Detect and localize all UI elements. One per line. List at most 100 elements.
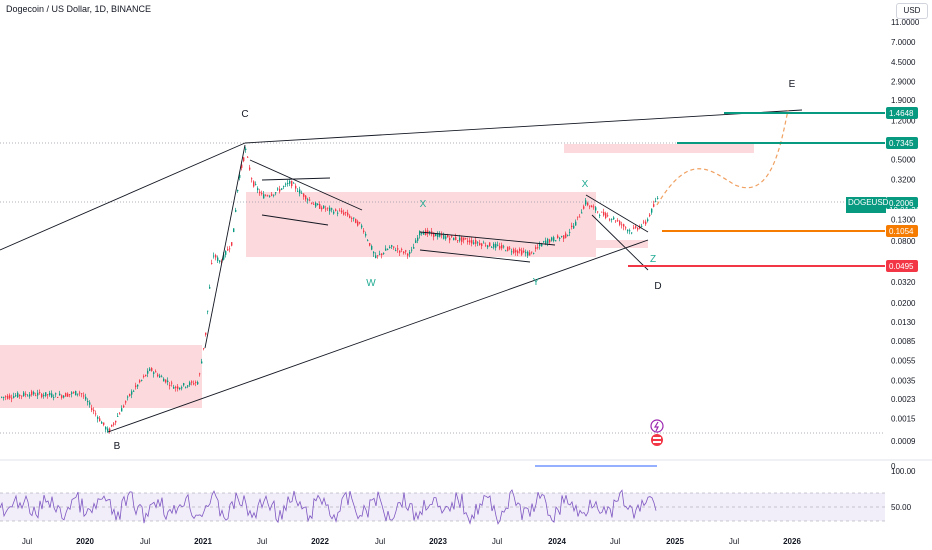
- candle-body: [397, 248, 399, 250]
- candle-body: [577, 216, 579, 218]
- candle-body: [367, 240, 369, 242]
- candle-body: [521, 250, 523, 255]
- time-tick-label: 2022: [311, 537, 329, 546]
- candle-body: [513, 249, 515, 253]
- time-tick-label: 2025: [666, 537, 684, 546]
- candle-body: [505, 250, 507, 252]
- candle-body: [89, 402, 91, 405]
- candle-body: [517, 251, 519, 254]
- candle-body: [373, 251, 375, 254]
- candle-body: [235, 210, 237, 212]
- candle-body: [641, 225, 643, 227]
- time-tick-label: 2021: [194, 537, 212, 546]
- candle-body: [217, 257, 219, 261]
- price-tick-label: 0.0200: [891, 299, 916, 308]
- candle-body: [345, 212, 347, 214]
- candle-body: [119, 413, 121, 415]
- candle-body: [515, 250, 517, 253]
- candle-body: [117, 416, 119, 417]
- candle-body: [145, 374, 147, 377]
- candle-body: [527, 251, 529, 256]
- candle-body: [621, 224, 623, 226]
- candle-body: [93, 409, 95, 412]
- candle-body: [523, 250, 525, 253]
- candle-body: [301, 192, 303, 194]
- candle-body: [655, 200, 657, 202]
- candle-body: [325, 208, 327, 210]
- candle-body: [359, 222, 361, 224]
- candle-body: [75, 390, 77, 396]
- candle-body: [627, 229, 629, 232]
- candle-body: [211, 262, 213, 264]
- flag-event-icon[interactable]: [651, 434, 663, 446]
- candle-body: [269, 195, 271, 197]
- price-axis[interactable]: 11.0000 7.0000 4.5000 2.9000 1.9000 1.2000 0.5…: [891, 18, 920, 446]
- price-tag: [886, 225, 918, 237]
- wave-label: C: [241, 109, 248, 120]
- price-tick-label: 0.0800: [891, 237, 916, 246]
- candle-body: [635, 226, 637, 228]
- price-level-lines: [628, 112, 885, 267]
- currency-selector[interactable]: USD: [896, 3, 928, 19]
- candle-body: [187, 385, 189, 387]
- candle-body: [207, 310, 209, 312]
- price-tick-label: 0.0055: [891, 356, 916, 365]
- candle-body: [333, 211, 335, 214]
- candle-body: [209, 287, 211, 289]
- candle-body: [41, 394, 43, 398]
- candle-body: [423, 232, 425, 235]
- candle-body: [465, 238, 467, 240]
- trend-line: [419, 249, 531, 263]
- wave-label: W: [366, 278, 376, 289]
- candle-body: [389, 247, 391, 248]
- candle-body: [319, 204, 321, 209]
- candle-body: [555, 240, 557, 242]
- candle-body: [433, 232, 435, 237]
- candle-body: [409, 251, 411, 254]
- candle-body: [381, 253, 383, 256]
- time-axis[interactable]: Jul 2020 Jul 2021 Jul 2022 Jul 2023 Jul 2024 Jul 20…: [22, 537, 802, 546]
- demand-zones: [0, 144, 754, 408]
- candle-body: [177, 386, 179, 389]
- lightning-event-icon[interactable]: [650, 419, 664, 433]
- candle-body: [385, 248, 387, 251]
- candle-body: [557, 235, 559, 238]
- candle-body: [203, 348, 205, 349]
- wave-label: E: [789, 79, 796, 90]
- price-tick-label: 0.5000: [891, 156, 916, 165]
- candle-body: [649, 214, 651, 217]
- trend-line: [419, 231, 556, 246]
- candle-body: [605, 213, 607, 219]
- candle-body: [245, 148, 247, 151]
- candle-body: [125, 401, 127, 403]
- candle-body: [387, 249, 389, 250]
- trend-line: [204, 144, 246, 349]
- candle-body: [653, 204, 655, 207]
- candle-body: [585, 200, 587, 205]
- candle-body: [249, 167, 251, 170]
- price-candles: [1, 146, 659, 434]
- dotted-levels: [0, 142, 885, 434]
- candle-body: [107, 428, 109, 432]
- candle-body: [495, 243, 497, 248]
- candle-body: [467, 240, 469, 242]
- candle-body: [341, 210, 343, 213]
- symbol-tag: [846, 197, 886, 213]
- candle-body: [69, 394, 71, 395]
- price-tag: [886, 137, 918, 149]
- candle-body: [541, 243, 543, 247]
- candle-body: [257, 188, 259, 191]
- candle-body: [1, 396, 3, 398]
- candle-body: [459, 237, 461, 241]
- candle-body: [601, 211, 603, 213]
- candle-body: [575, 221, 577, 226]
- candle-body: [289, 181, 291, 184]
- candle-body: [331, 208, 333, 210]
- candle-body: [295, 185, 297, 189]
- candle-body: [613, 217, 615, 220]
- price-tag-label: 0.7345: [889, 139, 914, 148]
- candle-body: [157, 374, 159, 377]
- candle-body: [183, 383, 185, 386]
- candle-body: [643, 221, 645, 223]
